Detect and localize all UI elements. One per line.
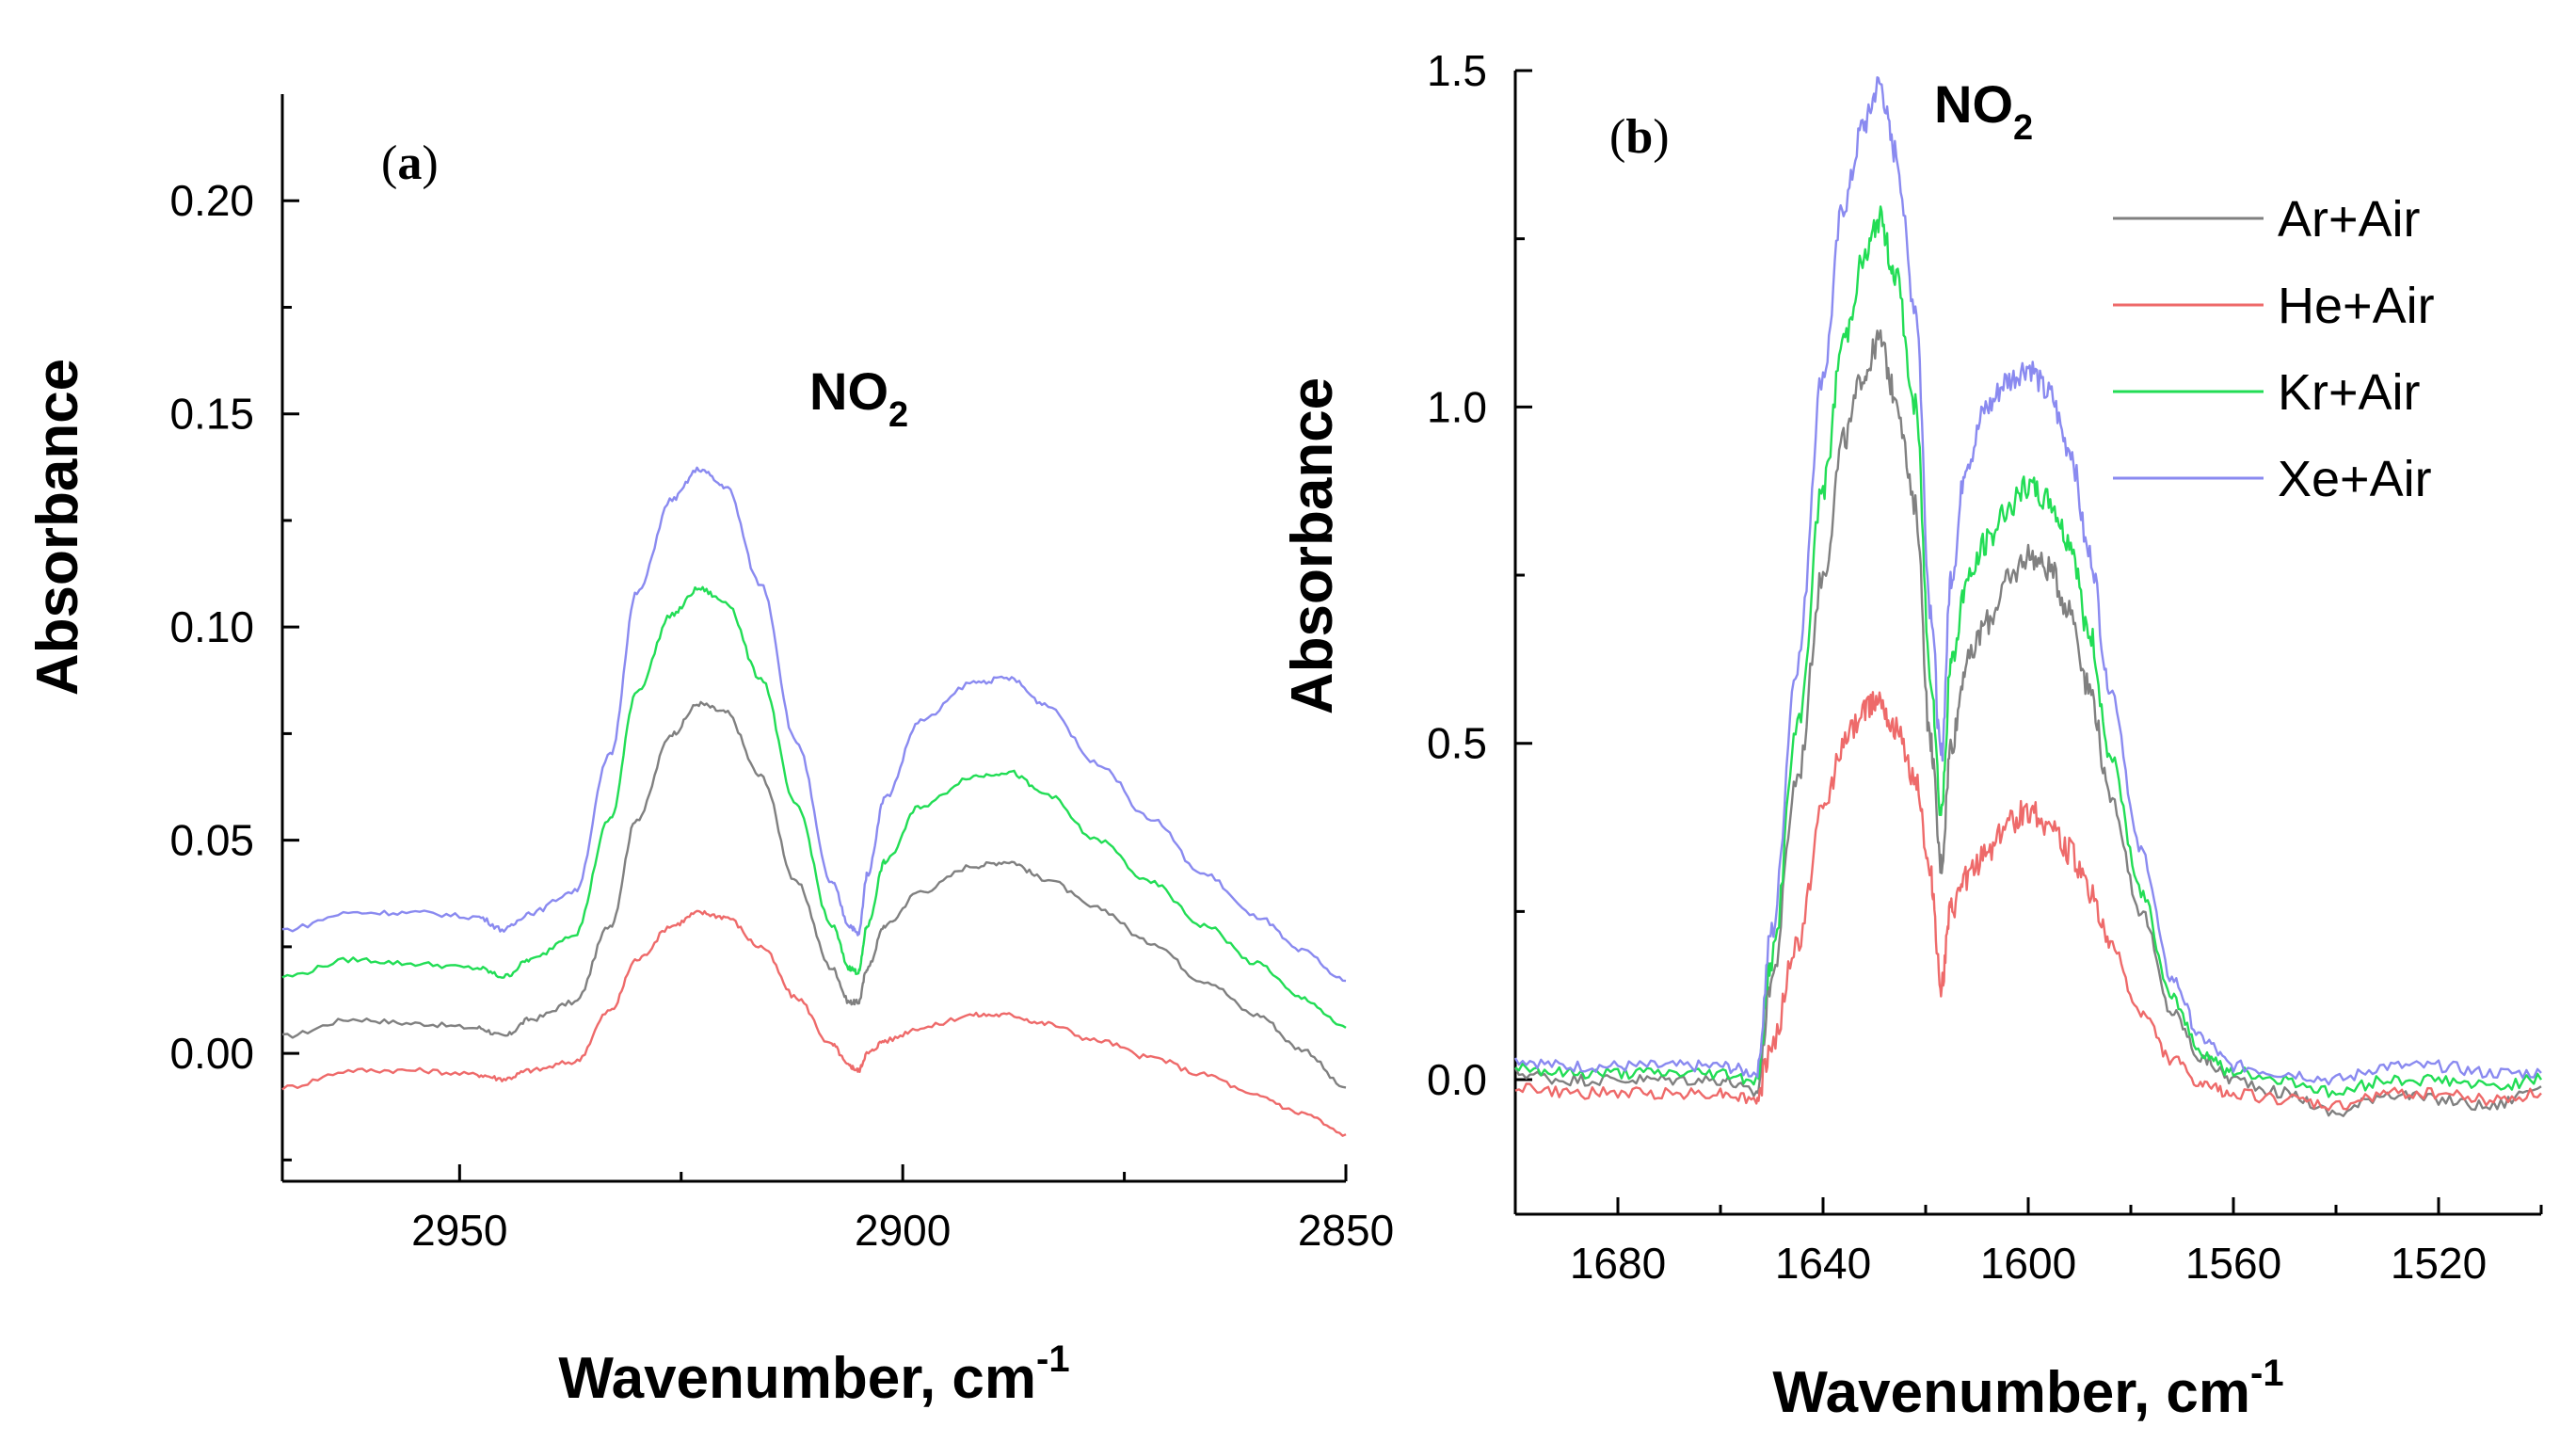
series-line-ar-air	[281, 700, 1347, 1089]
panel-b-label: (b)	[1609, 110, 1670, 164]
panel-b-y-ticks: 0.0 0.5 1.0 1.5	[1427, 46, 1532, 1104]
panel-b-label-letter: b	[1625, 110, 1653, 164]
panel-b-x-label-superscript: -1	[2250, 1353, 2284, 1394]
x-tick-label: 1520	[2391, 1239, 2487, 1288]
panel-b-no2-text: NO	[1934, 74, 2013, 134]
x-tick-label: 1680	[1570, 1239, 1666, 1288]
panel-b-x-label: Wavenumber, cm-1	[1772, 1353, 2283, 1425]
y-tick-label: 0.10	[169, 602, 254, 651]
panel-b-legend: Ar+Air He+Air Kr+Air Xe+Air	[2113, 191, 2435, 507]
panel-b-x-ticks: 1680 1640 1600 1560 1520	[1513, 1197, 2543, 1288]
y-tick-label: 0.05	[169, 816, 254, 865]
panel-a-x-label: Wavenumber, cm-1	[558, 1338, 1069, 1411]
y-tick-label: 1.0	[1427, 382, 1487, 431]
series-line-xe-air	[1513, 76, 2542, 1086]
y-tick-label: 1.5	[1427, 46, 1487, 95]
panel-b: 0.0 0.5 1.0 1.5 1680 1640 1600 1560 1520 (b) NO…	[1280, 46, 2543, 1425]
series-line-kr-air	[1514, 205, 2543, 1098]
y-tick-label: 0.0	[1427, 1055, 1487, 1104]
legend-label: Kr+Air	[2278, 364, 2421, 421]
panel-a-y-ticks: 0.00 0.05 0.10 0.15 0.20	[169, 176, 299, 1162]
x-tick-label: 1640	[1775, 1239, 1871, 1288]
legend-label: He+Air	[2278, 278, 2435, 334]
panel-b-y-label: Absorbance	[1280, 377, 1345, 714]
panel-a-x-label-text: Wavenumber, cm	[558, 1346, 1036, 1411]
panel-a-series	[281, 466, 1347, 1137]
panel-a-x-label-superscript: -1	[1036, 1338, 1070, 1380]
legend-label: Xe+Air	[2278, 451, 2432, 507]
series-line-he-air	[281, 909, 1347, 1137]
y-tick-label: 0.20	[169, 176, 254, 225]
x-tick-label: 2950	[411, 1206, 507, 1255]
x-tick-label: 2900	[855, 1206, 951, 1255]
panel-a-label-letter: a	[397, 136, 422, 190]
series-line-xe-air	[281, 466, 1347, 983]
panel-b-no2-annotation: NO2	[1934, 74, 2033, 148]
panel-a-x-ticks: 2950 2900 2850	[411, 1164, 1394, 1255]
series-line-kr-air	[281, 585, 1347, 1029]
x-tick-label: 1600	[1980, 1239, 2076, 1288]
y-tick-label: 0.00	[169, 1029, 254, 1078]
panel-b-x-label-text: Wavenumber, cm	[1772, 1360, 2250, 1425]
series-line-he-air	[1514, 691, 2542, 1112]
panel-a: 0.00 0.05 0.10 0.15 0.20 2950 2900 2850 (a) NO…	[25, 94, 1394, 1411]
panel-b-series	[1513, 76, 2543, 1117]
x-tick-label: 2850	[1298, 1206, 1394, 1255]
panel-a-no2-annotation: NO2	[809, 361, 908, 435]
panel-a-no2-text: NO	[809, 361, 888, 421]
panel-a-label: (a)	[381, 136, 439, 190]
panel-b-no2-subscript: 2	[2013, 108, 2033, 148]
legend-label: Ar+Air	[2278, 191, 2421, 248]
panel-a-no2-subscript: 2	[888, 395, 908, 435]
y-tick-label: 0.15	[169, 390, 254, 439]
series-line-ar-air	[1513, 328, 2542, 1117]
y-tick-label: 0.5	[1427, 719, 1487, 768]
panel-a-y-label: Absorbance	[25, 359, 90, 696]
x-tick-label: 1560	[2185, 1239, 2281, 1288]
